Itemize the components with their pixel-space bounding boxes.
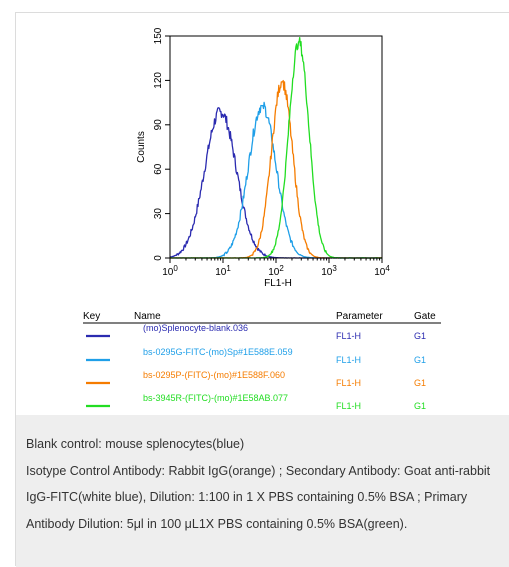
key-row-parameter: FL1-H: [336, 355, 361, 365]
key-row-name: bs-0295G-FITC-(mo)Sp#1E588E.059: [143, 347, 293, 357]
y-tick-label-150: 150: [153, 27, 164, 44]
caption-line-antibodies: Isotype Control Antibody: Rabbit IgG(ora…: [26, 463, 491, 531]
key-row-gate: G1: [414, 401, 426, 411]
x-tick-label-100: 102: [268, 264, 284, 278]
x-tick-label-10: 101: [215, 264, 231, 278]
figure-area: 0 30 60 90 120 150 Counts 100 101 102 103 104 FL1-H …: [16, 13, 509, 415]
key-row-gate: G1: [414, 355, 426, 365]
key-row-name: (mo)Splenocyte-blank.036: [143, 323, 248, 333]
y-axis-label: Counts: [136, 131, 147, 163]
key-row-name: bs-0295P-(FITC)-(mo)#1E588F.060: [143, 370, 285, 380]
key-row-parameter: FL1-H: [336, 331, 361, 341]
key-row-parameter: FL1-H: [336, 378, 361, 388]
histogram-series-4: [169, 36, 382, 259]
x-tick-label-10000: 104: [374, 264, 390, 278]
plot-frame: [169, 35, 383, 259]
x-tick-label-1000: 103: [321, 264, 337, 278]
parameter-header: Parameter: [336, 311, 383, 322]
x-axis-label: FL1-H: [264, 278, 292, 289]
gate-header: Gate: [414, 311, 436, 322]
key-row-name: bs-3945R-(FITC)-(mo)#1E58AB.077: [143, 393, 288, 403]
x-tick-label-1: 100: [162, 264, 178, 278]
y-tick-label-30: 30: [153, 208, 164, 220]
key-header: Key: [83, 311, 100, 322]
key-row-parameter: FL1-H: [336, 401, 361, 411]
name-header: Name: [134, 311, 161, 322]
y-tick-label-90: 90: [153, 119, 164, 131]
key-row-gate: G1: [414, 331, 426, 341]
caption-line-blank-control: Blank control: mouse splenocytes(blue): [26, 437, 245, 451]
y-tick-label-120: 120: [153, 72, 164, 89]
y-tick-label-0: 0: [153, 255, 164, 261]
y-tick-label-60: 60: [153, 163, 164, 175]
caption: Blank control: mouse splenocytes(blue) I…: [16, 415, 509, 567]
histogram-series-1: [169, 107, 382, 259]
key-row-gate: G1: [414, 378, 426, 388]
figure-panel: 0 30 60 90 120 150 Counts 100 101 102 103 104 FL1-H …: [15, 12, 509, 567]
